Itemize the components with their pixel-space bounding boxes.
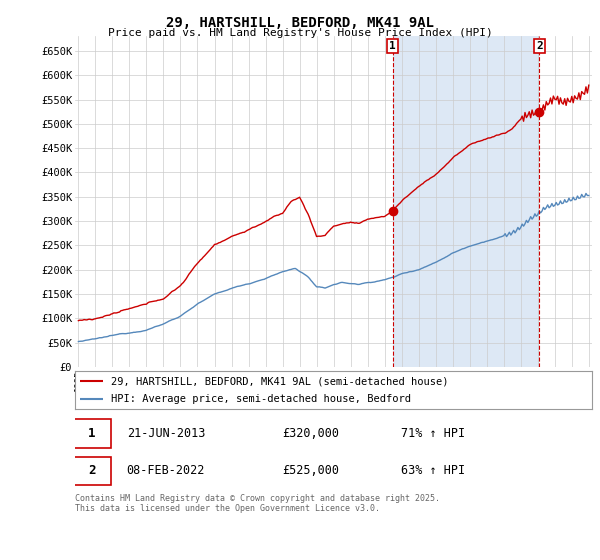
Text: 2: 2 (88, 464, 95, 478)
FancyBboxPatch shape (73, 457, 111, 485)
Text: £525,000: £525,000 (282, 464, 339, 478)
Text: 63% ↑ HPI: 63% ↑ HPI (401, 464, 465, 478)
Text: 1: 1 (389, 41, 396, 51)
Text: 71% ↑ HPI: 71% ↑ HPI (401, 427, 465, 440)
Bar (392, 36, 539, 367)
Text: 2: 2 (536, 41, 543, 51)
Text: 29, HARTSHILL, BEDFORD, MK41 9AL: 29, HARTSHILL, BEDFORD, MK41 9AL (166, 16, 434, 30)
Text: 21-JUN-2013: 21-JUN-2013 (127, 427, 205, 440)
FancyBboxPatch shape (73, 419, 111, 447)
Text: 08-FEB-2022: 08-FEB-2022 (127, 464, 205, 478)
Text: Price paid vs. HM Land Registry's House Price Index (HPI): Price paid vs. HM Land Registry's House … (107, 28, 493, 38)
Text: 29, HARTSHILL, BEDFORD, MK41 9AL (semi-detached house): 29, HARTSHILL, BEDFORD, MK41 9AL (semi-d… (111, 376, 449, 386)
Text: 1: 1 (88, 427, 95, 440)
Text: Contains HM Land Registry data © Crown copyright and database right 2025.
This d: Contains HM Land Registry data © Crown c… (75, 494, 440, 514)
Text: HPI: Average price, semi-detached house, Bedford: HPI: Average price, semi-detached house,… (111, 394, 411, 404)
Text: £320,000: £320,000 (282, 427, 339, 440)
